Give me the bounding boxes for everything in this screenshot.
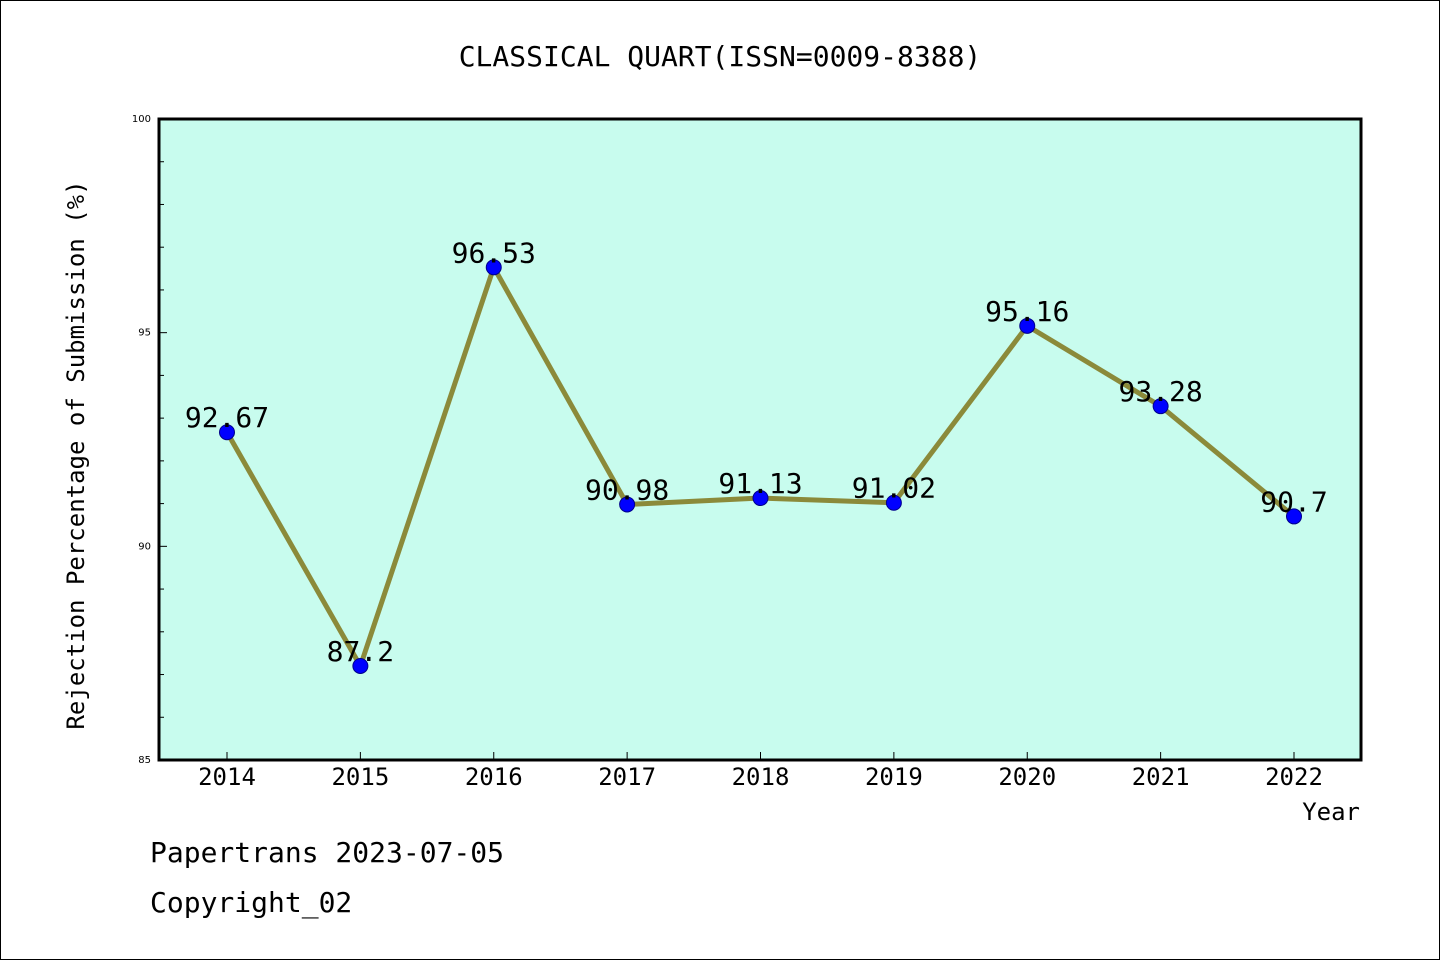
x-tick-label: 2020	[998, 763, 1056, 791]
y-tick-label: 100	[132, 114, 151, 125]
chart-title: CLASSICAL QUART(ISSN=0009-8388)	[459, 40, 982, 73]
y-tick-label: 85	[138, 755, 151, 766]
data-point	[1286, 508, 1302, 525]
y-axis: 85 90 95 100	[132, 114, 167, 766]
data-point	[885, 494, 902, 511]
x-tick-label: 2014	[198, 763, 256, 791]
x-tick-label: 2015	[331, 763, 389, 791]
x-tick-label: 2022	[1265, 763, 1323, 791]
data-point	[619, 496, 636, 513]
x-axis-label: Year	[1302, 798, 1360, 826]
data-label: 93.28	[1118, 375, 1202, 408]
x-tick-label: 2016	[465, 763, 523, 791]
y-tick-label: 95	[138, 328, 151, 339]
y-axis-label: Rejection Percentage of Submission (%)	[62, 180, 90, 729]
x-tick-label: 2021	[1132, 763, 1190, 791]
data-label: 90.7	[1260, 485, 1327, 518]
data-label: 91.02	[852, 472, 936, 505]
data-label: 92.67	[185, 401, 269, 434]
data-label: 87.2	[327, 635, 394, 668]
y-tick-label: 90	[138, 541, 151, 552]
x-axis: 2014 2015 2016 2017 2018 2019 2020 2021 2022	[198, 752, 1323, 791]
data-point	[1019, 317, 1036, 334]
data-label: 91.13	[718, 467, 802, 500]
data-label: 95.16	[985, 295, 1069, 328]
x-tick-label: 2018	[732, 763, 790, 791]
data-point	[752, 490, 769, 507]
data-point	[1152, 398, 1169, 415]
data-labels: 92.67 87.2 96.53 90.98 91.13 91.02 95.16 93.28 9…	[185, 236, 1328, 668]
data-label: 90.98	[585, 473, 669, 506]
data-markers	[219, 259, 1302, 674]
data-point	[352, 657, 369, 674]
data-point	[219, 424, 235, 441]
data-point	[485, 259, 502, 276]
footer-copyright: Copyright_02	[150, 886, 353, 919]
x-tick-label: 2017	[598, 763, 656, 791]
data-label: 96.53	[452, 236, 536, 269]
footer-date: Papertrans 2023-07-05	[150, 836, 505, 869]
x-tick-label: 2019	[865, 763, 923, 791]
plot-area	[157, 117, 1363, 762]
